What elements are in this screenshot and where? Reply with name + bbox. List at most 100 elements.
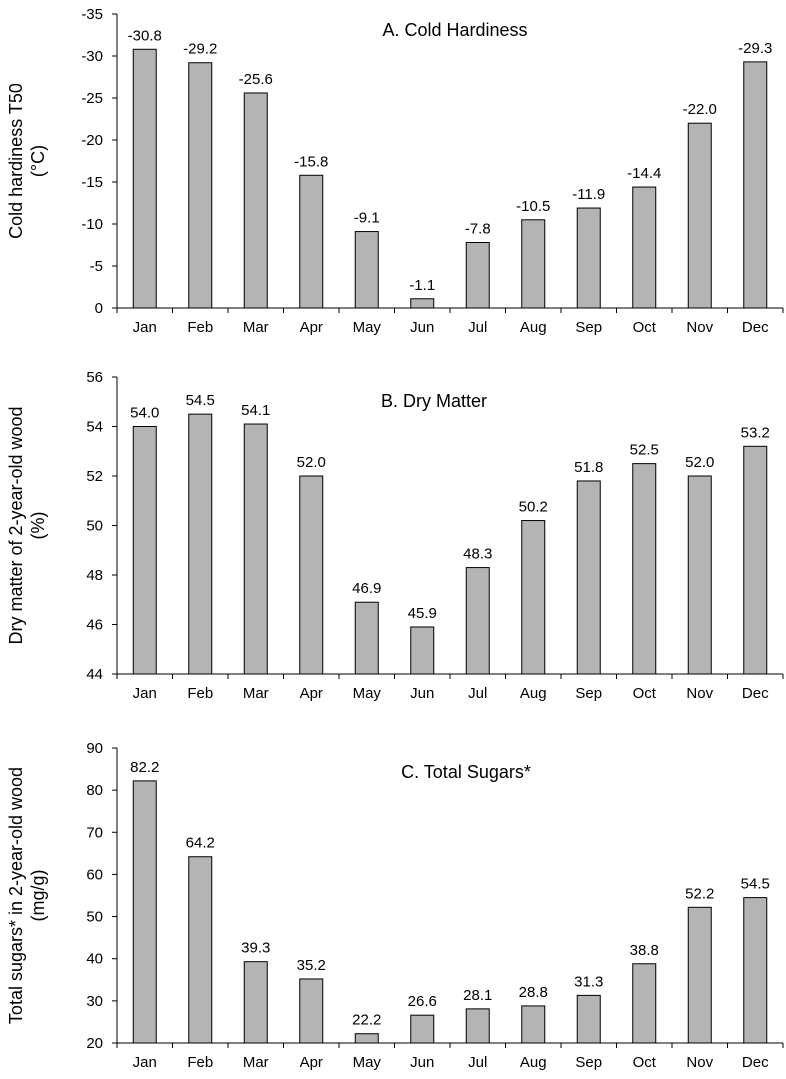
y-axis-label-line: Total sugars* in 2-year-old wood	[6, 767, 26, 1024]
bar-jul	[465, 1008, 490, 1044]
category-label: Oct	[633, 1054, 657, 1071]
category-label: May	[353, 319, 382, 336]
bar-oct	[632, 963, 657, 1044]
data-label: 31.3	[574, 973, 603, 990]
category-label: Jun	[410, 685, 434, 702]
bar-jan	[132, 426, 157, 675]
category-label: Apr	[300, 1054, 323, 1071]
data-label: -29.2	[183, 41, 217, 58]
bar-feb	[188, 856, 213, 1044]
y-axis-label-line: (%)	[28, 512, 48, 540]
data-label: 52.5	[630, 442, 659, 459]
data-label: -14.4	[627, 165, 661, 182]
category-label: Nov	[686, 319, 713, 336]
y-tick-label: 90	[86, 740, 103, 757]
y-tick-label: 30	[86, 993, 103, 1010]
y-tick-label: 46	[86, 617, 103, 634]
bar-may	[354, 1033, 379, 1044]
category-label: Aug	[520, 1054, 547, 1071]
cold-hardiness-chart: 0 -5 -10 -15 -20 -25 -30 -35 -30.8 Jan -29.2 Feb -25…	[6, 6, 784, 336]
category-label: Oct	[633, 685, 657, 702]
y-tick-label: 80	[86, 782, 103, 799]
y-tick-label: 0	[95, 300, 103, 317]
category-label: Dec	[742, 319, 769, 336]
chart-title: A. Cold Hardiness	[382, 20, 527, 40]
y-tick-label: 44	[86, 666, 103, 683]
y-tick-label: -10	[81, 216, 103, 233]
bar-jun	[410, 1014, 435, 1044]
data-label: 50.2	[519, 499, 548, 516]
data-label: -1.1	[409, 277, 435, 294]
bar-feb	[188, 413, 213, 675]
data-label: 46.9	[352, 580, 381, 597]
data-label: 52.0	[297, 454, 326, 471]
y-tick-label: -25	[81, 90, 103, 107]
bar-aug	[521, 219, 546, 309]
y-tick-label: 48	[86, 567, 103, 584]
bar-sep	[576, 480, 601, 675]
category-label: Apr	[300, 319, 323, 336]
data-label: 52.2	[685, 885, 714, 902]
bar-dec	[743, 445, 768, 675]
bar-oct	[632, 186, 657, 309]
y-tick-label: -5	[90, 258, 103, 275]
data-label: -22.0	[683, 101, 717, 118]
bar-mar	[243, 92, 268, 309]
category-label: Apr	[300, 685, 323, 702]
chart-title: C. Total Sugars*	[401, 762, 531, 782]
data-label: -25.6	[239, 71, 273, 88]
data-label: 54.1	[241, 402, 270, 419]
data-label: 38.8	[630, 942, 659, 959]
bar-apr	[299, 978, 324, 1044]
y-tick-label: -20	[81, 132, 103, 149]
data-label: -15.8	[294, 153, 328, 170]
data-label: 51.8	[574, 459, 603, 476]
y-tick-label: 56	[86, 369, 103, 386]
dry-matter-chart: 44 46 48 50 52 54 56 54.0 Jan 54.5 Feb 54.1 Mar 52.0 A…	[6, 369, 784, 702]
bar-jul	[465, 241, 490, 309]
category-label: Aug	[520, 685, 547, 702]
y-axis-label-line: (°C)	[28, 145, 48, 177]
category-label: Mar	[243, 685, 269, 702]
bar-jun	[410, 298, 435, 309]
total-sugars-chart: 20 30 40 50 60 70 80 90 82.2 Jan 64.2 Feb 39.3 Mar 35.…	[6, 740, 784, 1071]
category-label: Jul	[468, 685, 487, 702]
bar-mar	[243, 423, 268, 675]
data-label: 48.3	[463, 546, 492, 563]
bar-aug	[521, 520, 546, 675]
bar-apr	[299, 174, 324, 309]
category-label: Oct	[633, 319, 657, 336]
data-label: -10.5	[516, 198, 550, 215]
bar-jan	[132, 780, 157, 1044]
bar-may	[354, 601, 379, 675]
category-label: Dec	[742, 1054, 769, 1071]
bar-jul	[465, 567, 490, 675]
bar-dec	[743, 897, 768, 1044]
data-label: 28.8	[519, 984, 548, 1001]
y-tick-label: 50	[86, 518, 103, 535]
bar-mar	[243, 961, 268, 1044]
category-label: Jun	[410, 319, 434, 336]
bar-aug	[521, 1005, 546, 1044]
y-tick-label: 52	[86, 468, 103, 485]
category-label: Feb	[187, 319, 213, 336]
data-label: -29.3	[738, 40, 772, 57]
bar-apr	[299, 475, 324, 675]
data-label: -11.9	[572, 186, 605, 203]
category-label: Sep	[575, 319, 602, 336]
bar-nov	[687, 122, 712, 309]
y-tick-label: 50	[86, 909, 103, 926]
data-label: 35.2	[297, 957, 326, 974]
category-label: Nov	[686, 685, 713, 702]
data-label: 82.2	[130, 759, 159, 776]
bar-may	[354, 231, 379, 309]
category-label: Jul	[468, 319, 487, 336]
y-axis-label: Total sugars* in 2-year-old wood (mg/g)	[6, 767, 48, 1024]
y-tick-label: -15	[81, 174, 103, 191]
bar-sep	[576, 207, 601, 309]
category-label: Jan	[133, 685, 157, 702]
category-label: Dec	[742, 685, 769, 702]
y-axis-label-line: Cold hardiness T50	[6, 83, 26, 239]
category-label: Aug	[520, 319, 547, 336]
